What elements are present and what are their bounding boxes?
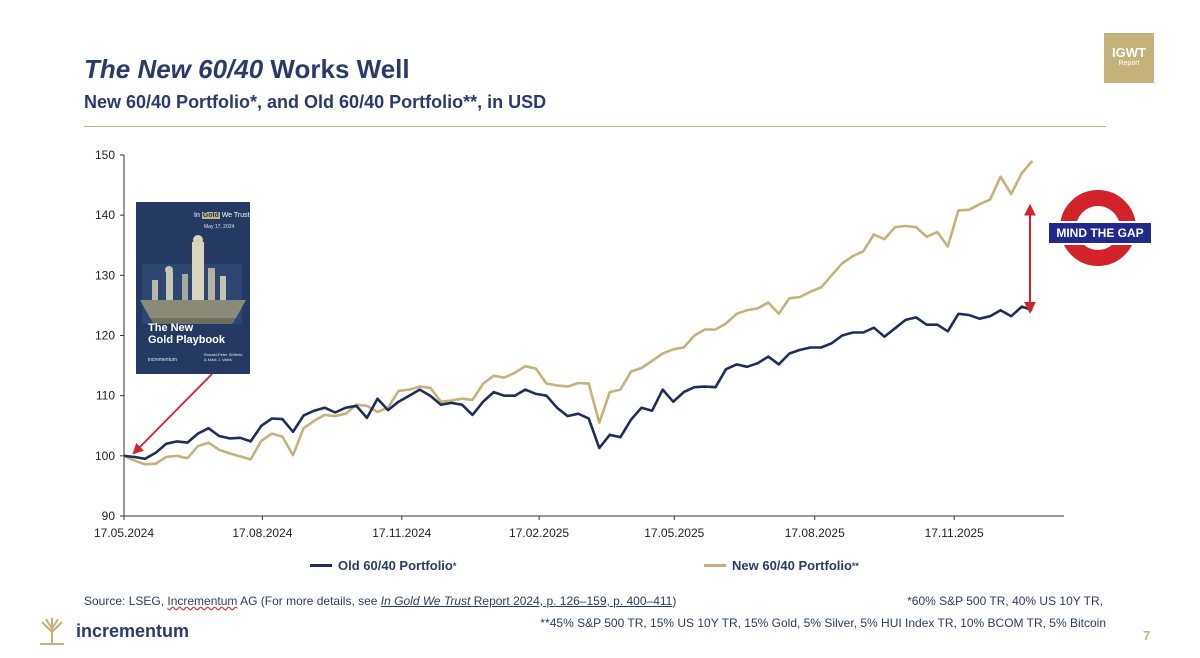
source-mid: AG (For more details, see — [237, 594, 381, 608]
y-tick-label: 120 — [95, 329, 115, 343]
cover-title: The New Gold Playbook — [148, 322, 225, 346]
y-tick-label: 90 — [102, 509, 116, 523]
legend-old: Old 60/40 Portfolio * — [310, 558, 456, 573]
cover-author2: & Mark J. Valek — [204, 357, 232, 362]
source-pre: Source: LSEG, — [84, 594, 168, 608]
series-line-old — [123, 305, 1033, 461]
cover-series-gold: Gold — [201, 212, 220, 219]
source-incrementum: Incrementum — [167, 594, 238, 608]
incrementum-tree-icon — [40, 618, 64, 645]
cover-title-line2: Gold Playbook — [148, 334, 226, 346]
cover-authors: Ronald-Peter Stöferle & Mark J. Valek — [204, 352, 242, 362]
mind-the-gap-sign: MIND THE GAP — [1040, 190, 1156, 280]
cover-series: In Gold We Trust — [194, 212, 250, 219]
chart-overlays — [132, 203, 1036, 455]
legend-new-label: New 60/40 Portfolio — [732, 558, 852, 573]
logo-line2: Report — [1118, 60, 1140, 67]
page-title: The New 60/40 Works Well — [84, 54, 410, 85]
chess-illustration — [136, 202, 250, 374]
book-cover-image: In Gold We Trust May 17, 2024 The New Gol… — [136, 202, 250, 374]
cover-title-line1: The New — [148, 322, 194, 334]
y-tick-label: 140 — [95, 208, 115, 222]
igwt-logo: IGWT Report — [1104, 33, 1154, 83]
brand-name: incrementum — [76, 620, 190, 641]
logo-line1: IGWT — [1112, 45, 1146, 60]
cover-date: May 17, 2024 — [204, 224, 235, 230]
legend-old-label: Old 60/40 Portfolio — [338, 558, 453, 573]
x-tick-label: 17.11.2025 — [925, 526, 984, 540]
x-tick-label: 17.11.2024 — [372, 526, 431, 540]
source-note: Source: LSEG, Incrementum AG (For more d… — [84, 594, 676, 608]
cover-series-pre: In — [194, 212, 202, 219]
y-tick-label: 130 — [95, 268, 115, 282]
source-link-pages[interactable]: Report 2024, p. 126–159, p. 400–411 — [470, 594, 673, 608]
start-arrow — [132, 373, 213, 455]
cover-series-post: We Trust — [219, 212, 250, 219]
title-rest: Works Well — [263, 54, 410, 84]
cover-publisher: incrementum — [148, 357, 177, 363]
x-tick-label: 17.08.2024 — [232, 526, 292, 540]
y-tick-label: 150 — [95, 148, 115, 162]
header-divider — [84, 126, 1106, 127]
footnote-old: *60% S&P 500 TR, 40% US 10Y TR, — [907, 594, 1103, 608]
legend-new-swatch — [704, 564, 726, 567]
y-tick-label: 110 — [96, 389, 115, 403]
roundel-bar: MIND THE GAP — [1047, 221, 1153, 245]
source-post: ) — [672, 594, 677, 608]
x-tick-label: 17.05.2025 — [644, 526, 704, 540]
x-tick-label: 17.02.2025 — [509, 526, 569, 540]
brand: incrementum — [36, 616, 189, 646]
cover-author1: Ronald-Peter Stöferle — [204, 352, 243, 357]
footnote-new: **45% S&P 500 TR, 15% US 10Y TR, 15% Gol… — [540, 616, 1106, 630]
chart-lines — [123, 160, 1034, 466]
x-tick-label: 17.08.2025 — [785, 526, 845, 540]
page-subtitle: New 60/40 Portfolio*, and Old 60/40 Port… — [84, 92, 547, 112]
title-italic: The New 60/40 — [84, 54, 264, 84]
page-number: 7 — [1143, 628, 1151, 643]
y-tick-label: 100 — [95, 449, 115, 463]
x-tick-label: 17.05.2024 — [94, 526, 154, 540]
source-link[interactable]: In Gold We Trust — [380, 594, 471, 608]
series-line-new — [123, 160, 1034, 466]
legend-old-swatch — [310, 564, 332, 567]
legend-new-sup: ** — [851, 560, 859, 571]
legend-old-sup: * — [452, 560, 457, 571]
legend-new: New 60/40 Portfolio ** — [704, 558, 859, 573]
